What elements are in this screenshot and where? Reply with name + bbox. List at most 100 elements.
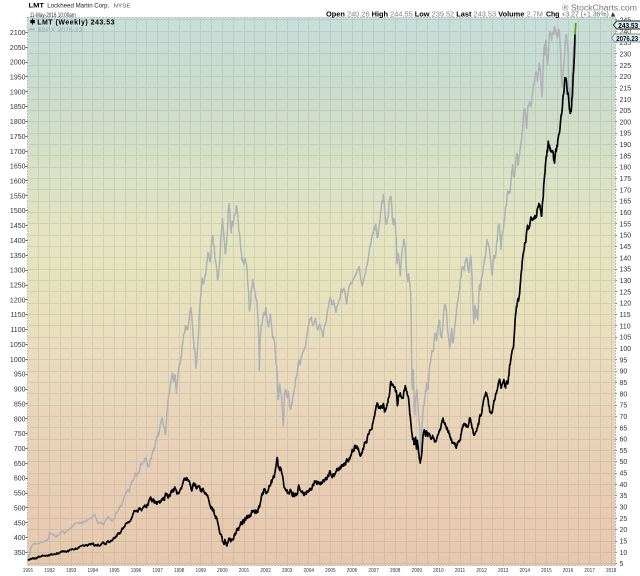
svg-text:2076.23: 2076.23 xyxy=(616,34,638,43)
svg-text:90: 90 xyxy=(620,369,628,376)
svg-text:85: 85 xyxy=(620,380,628,387)
svg-text:1750: 1750 xyxy=(10,134,26,141)
svg-text:1992: 1992 xyxy=(44,568,55,574)
svg-text:20: 20 xyxy=(620,527,628,534)
svg-text:1994: 1994 xyxy=(88,568,99,574)
svg-text:1993: 1993 xyxy=(66,568,77,574)
svg-text:1200: 1200 xyxy=(10,297,26,304)
svg-text:550: 550 xyxy=(14,491,26,498)
svg-text:1650: 1650 xyxy=(10,164,26,171)
svg-text:NYSE: NYSE xyxy=(114,3,131,9)
svg-text:1900: 1900 xyxy=(10,89,26,96)
svg-text:400: 400 xyxy=(14,535,26,542)
svg-text:120: 120 xyxy=(620,301,632,308)
svg-text:65: 65 xyxy=(620,425,628,432)
svg-text:1998: 1998 xyxy=(174,568,185,574)
svg-text:155: 155 xyxy=(620,221,632,228)
svg-text:205: 205 xyxy=(620,108,632,115)
svg-text:95: 95 xyxy=(620,357,628,364)
svg-text:2018: 2018 xyxy=(606,568,617,574)
svg-text:75: 75 xyxy=(620,403,628,410)
svg-text:2010: 2010 xyxy=(433,568,444,574)
svg-text:230: 230 xyxy=(620,52,632,59)
svg-text:2008: 2008 xyxy=(390,568,401,574)
svg-text:1500: 1500 xyxy=(10,208,26,215)
svg-text:1991: 1991 xyxy=(23,568,34,574)
svg-text:165: 165 xyxy=(620,199,632,206)
svg-text:2002: 2002 xyxy=(260,568,271,574)
svg-text:® StockCharts.com: ® StockCharts.com xyxy=(562,3,637,12)
svg-text:1600: 1600 xyxy=(10,179,26,186)
svg-text:1950: 1950 xyxy=(10,75,26,82)
svg-text:140: 140 xyxy=(620,255,632,262)
svg-text:1999: 1999 xyxy=(196,568,207,574)
svg-text:2007: 2007 xyxy=(368,568,379,574)
svg-text:175: 175 xyxy=(620,176,632,183)
svg-text:2012: 2012 xyxy=(476,568,487,574)
svg-text:190: 190 xyxy=(620,142,632,149)
svg-text:1550: 1550 xyxy=(10,193,26,200)
svg-text:195: 195 xyxy=(620,131,632,138)
svg-text:1150: 1150 xyxy=(10,312,25,319)
svg-text:600: 600 xyxy=(14,476,26,483)
svg-text:Chg +3.27 (+1.36%): Chg +3.27 (+1.36%) xyxy=(546,12,609,19)
svg-text:55: 55 xyxy=(620,448,628,455)
svg-text:70: 70 xyxy=(620,414,628,421)
svg-text:35: 35 xyxy=(620,493,628,500)
svg-text:LMT (Weekly) 243.53: LMT (Weekly) 243.53 xyxy=(37,19,115,26)
svg-text:2009: 2009 xyxy=(412,568,423,574)
svg-text:2000: 2000 xyxy=(217,568,228,574)
svg-text:40: 40 xyxy=(620,482,628,489)
svg-text:Open 240.26 High 244.55 Low 23: Open 240.26 High 244.55 Low 239.52 Last … xyxy=(326,10,543,19)
svg-text:115: 115 xyxy=(620,312,631,319)
svg-text:650: 650 xyxy=(14,461,26,468)
svg-text:2100: 2100 xyxy=(10,30,26,37)
svg-text:LMT: LMT xyxy=(29,3,45,10)
svg-text:1450: 1450 xyxy=(10,223,26,230)
svg-text:130: 130 xyxy=(620,278,632,285)
svg-text:105: 105 xyxy=(620,335,632,342)
svg-text:1800: 1800 xyxy=(10,119,26,126)
svg-text:1996: 1996 xyxy=(131,568,142,574)
svg-text:235: 235 xyxy=(620,40,632,47)
svg-text:2004: 2004 xyxy=(304,568,315,574)
svg-text:2003: 2003 xyxy=(282,568,293,574)
svg-text:1700: 1700 xyxy=(10,149,26,156)
svg-text:1050: 1050 xyxy=(10,342,26,349)
svg-text:243.53: 243.53 xyxy=(618,21,638,30)
svg-text:225: 225 xyxy=(620,63,632,70)
svg-text:2001: 2001 xyxy=(239,568,250,574)
svg-text:60: 60 xyxy=(620,437,628,444)
svg-text:50: 50 xyxy=(620,459,628,466)
svg-text:850: 850 xyxy=(14,401,26,408)
svg-text:1000: 1000 xyxy=(10,357,26,364)
svg-text:100: 100 xyxy=(620,346,632,353)
svg-text:220: 220 xyxy=(620,74,632,81)
svg-text:80: 80 xyxy=(620,391,628,398)
svg-text:2015: 2015 xyxy=(541,568,552,574)
svg-text:145: 145 xyxy=(620,244,632,251)
svg-text:1100: 1100 xyxy=(10,327,25,334)
svg-text:180: 180 xyxy=(620,165,632,172)
svg-text:1400: 1400 xyxy=(10,238,26,245)
svg-text:950: 950 xyxy=(14,372,26,379)
svg-text:900: 900 xyxy=(14,387,26,394)
svg-text:$SPX 2076.23: $SPX 2076.23 xyxy=(38,27,83,34)
svg-text:15: 15 xyxy=(620,539,628,546)
svg-text:Lockheed Martin Corp.: Lockheed Martin Corp. xyxy=(47,3,109,10)
svg-text:800: 800 xyxy=(14,416,26,423)
svg-text:125: 125 xyxy=(620,289,632,296)
svg-text:2005: 2005 xyxy=(325,568,336,574)
svg-text:10: 10 xyxy=(620,550,628,557)
svg-text:45: 45 xyxy=(620,471,628,478)
svg-text:2000: 2000 xyxy=(10,60,26,67)
svg-text:2014: 2014 xyxy=(520,568,531,574)
svg-text:25: 25 xyxy=(620,516,628,523)
svg-text:1850: 1850 xyxy=(10,104,26,111)
svg-text:2011: 2011 xyxy=(455,568,466,574)
svg-text:1350: 1350 xyxy=(10,253,26,260)
svg-text:5: 5 xyxy=(620,561,624,568)
svg-text:1995: 1995 xyxy=(109,568,120,574)
svg-text:240: 240 xyxy=(620,29,632,36)
svg-text:350: 350 xyxy=(14,550,26,557)
